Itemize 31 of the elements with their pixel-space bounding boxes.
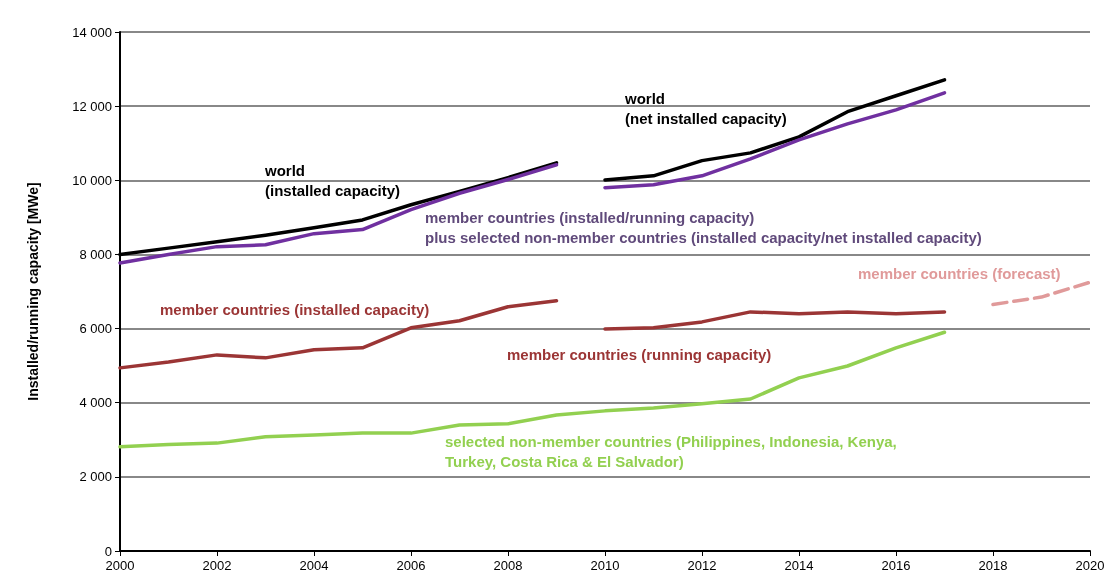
series-label: member countries (installed/running capacity) plus selected non-member countries (installed capacity/net installed capacity) bbox=[425, 208, 982, 246]
line-series bbox=[118, 330, 947, 449]
series-label: world (net installed capacity) bbox=[624, 89, 787, 127]
x-tick-label: 2012 bbox=[687, 558, 717, 573]
y-tick-label: 8 000 bbox=[79, 246, 112, 262]
x-tick-label: 2004 bbox=[299, 558, 329, 573]
line-series bbox=[603, 78, 947, 182]
x-tick-label: 2018 bbox=[978, 558, 1008, 573]
line-series bbox=[603, 91, 947, 190]
series-label: member countries (running capacity) bbox=[507, 345, 772, 363]
series-label: selected non-member countries (Philippines, Indonesia, Kenya, Turkey, Costa Rica & El Salvador) bbox=[445, 432, 897, 470]
x-tick-label: 2000 bbox=[105, 558, 135, 573]
x-tick-label: 2002 bbox=[202, 558, 232, 573]
y-tick-label: 10 000 bbox=[72, 172, 112, 188]
y-tick-label: 6 000 bbox=[79, 321, 112, 337]
x-tick-label: 2008 bbox=[493, 558, 523, 573]
y-tick-label: 12 000 bbox=[72, 98, 112, 114]
x-tick-label: 2014 bbox=[784, 558, 814, 573]
x-tick-label: 2010 bbox=[590, 558, 620, 573]
line-series bbox=[603, 310, 947, 331]
x-tick-label: 2006 bbox=[396, 558, 426, 573]
y-tick-label: 2 000 bbox=[79, 469, 112, 485]
y-axis-title: Installed/running capacity [MWe] bbox=[25, 182, 41, 401]
x-tick-label: 2016 bbox=[881, 558, 911, 573]
series-label: world (installed capacity) bbox=[264, 161, 401, 199]
x-tick-label: 2020 bbox=[1075, 558, 1105, 573]
series-label: member countries (installed capacity) bbox=[160, 300, 430, 318]
y-tick-label: 14 000 bbox=[72, 24, 112, 40]
y-tick-label: 0 bbox=[104, 543, 112, 559]
y-tick-label: 4 000 bbox=[79, 395, 112, 411]
series-label: member countries (forecast) bbox=[858, 264, 1061, 282]
